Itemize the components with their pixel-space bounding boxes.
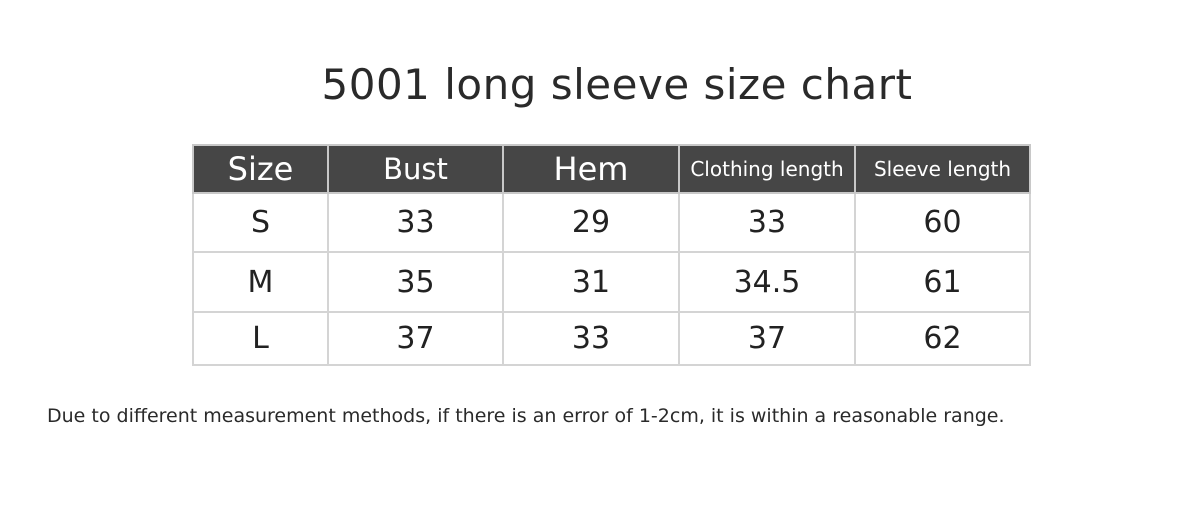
table-row: M 35 31 34.5 61	[192, 251, 1031, 313]
header-row: Size Bust Hem Clothing length Sleeve len…	[192, 144, 1031, 194]
cell-sleeve-length: 60	[854, 192, 1031, 253]
cell-hem: 33	[502, 311, 680, 366]
cell-sleeve-length: 62	[854, 311, 1031, 366]
page-title: 5001 long sleeve size chart	[321, 60, 913, 109]
cell-hem: 31	[502, 251, 680, 313]
cell-clothing-length: 33	[678, 192, 856, 253]
cell-hem: 29	[502, 192, 680, 253]
cell-bust: 35	[327, 251, 504, 313]
size-chart-table: Size Bust Hem Clothing length Sleeve len…	[192, 144, 1031, 366]
cell-size: L	[192, 311, 329, 366]
cell-clothing-length: 34.5	[678, 251, 856, 313]
cell-bust: 33	[327, 192, 504, 253]
cell-clothing-length: 37	[678, 311, 856, 366]
table-row: S 33 29 33 60	[192, 192, 1031, 253]
cell-size: S	[192, 192, 329, 253]
header-sleeve-length: Sleeve length	[854, 144, 1031, 194]
header-size: Size	[192, 144, 329, 194]
header-bust: Bust	[327, 144, 504, 194]
table-row: L 37 33 37 62	[192, 311, 1031, 366]
cell-size: M	[192, 251, 329, 313]
cell-sleeve-length: 61	[854, 251, 1031, 313]
header-hem: Hem	[502, 144, 680, 194]
measurement-note: Due to different measurement methods, if…	[47, 405, 1005, 427]
cell-bust: 37	[327, 311, 504, 366]
header-clothing-length: Clothing length	[678, 144, 856, 194]
